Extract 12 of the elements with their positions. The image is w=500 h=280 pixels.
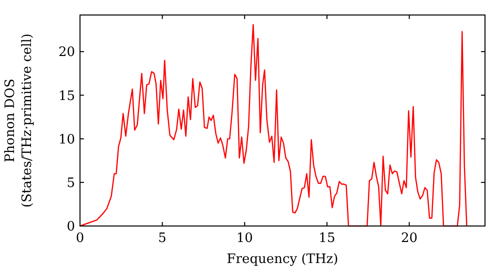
x-tick-label: 10 xyxy=(236,231,253,246)
line-series xyxy=(79,24,468,227)
y-tick-label: 5 xyxy=(66,176,75,191)
x-tick-label: 5 xyxy=(158,231,166,246)
x-axis-title: Frequency (THz) xyxy=(226,252,338,267)
x-tick-label: 15 xyxy=(318,231,336,246)
y-tick-label: 20 xyxy=(58,45,75,60)
x-tick-label: 20 xyxy=(400,231,418,246)
y-axis-title: Phonon DOS (States/THz·primitive cell) xyxy=(3,33,35,208)
y-tick-label: 0 xyxy=(66,220,75,235)
y-tick-label: 15 xyxy=(58,88,75,104)
y-tick-label: 10 xyxy=(58,132,75,148)
